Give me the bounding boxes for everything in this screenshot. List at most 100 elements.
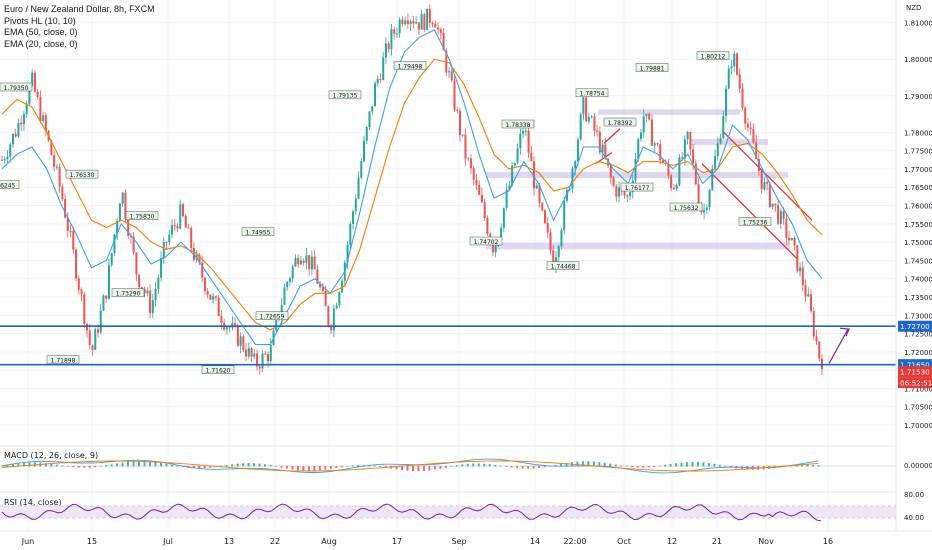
candle-body-83 xyxy=(228,327,231,329)
macd-bar-63 xyxy=(346,466,349,467)
price-tick-19: 1.70000 xyxy=(904,422,932,430)
macd-bar-24 xyxy=(132,461,135,467)
pivot-label-18: 1.75632 xyxy=(669,202,703,212)
candle-body-140 xyxy=(384,43,387,58)
indicator-ema20[interactable]: EMA (20, close, 0) xyxy=(4,38,78,49)
pivot-label-4: 1.73290 xyxy=(111,288,145,297)
macd-bar-50 xyxy=(275,466,277,467)
macd-bar-86 xyxy=(472,463,475,467)
candle-body-197 xyxy=(541,202,544,211)
candle-body-13 xyxy=(36,91,39,98)
candle-body-44 xyxy=(121,192,124,204)
macd-bar-10 xyxy=(55,464,58,467)
candle-body-119 xyxy=(327,306,330,326)
candle-body-214 xyxy=(587,117,590,122)
pivot-label-17: 1.79881 xyxy=(635,63,669,72)
candle-body-8 xyxy=(22,113,25,125)
candle-body-34 xyxy=(94,329,97,350)
candle-body-25 xyxy=(69,231,72,233)
candle-body-97 xyxy=(267,353,270,362)
macd-bar-54 xyxy=(296,466,299,471)
candle-body-94 xyxy=(258,366,261,369)
horizontal-levels[interactable] xyxy=(0,325,896,366)
indicator-pivots[interactable]: Pivots HL (10, 10) xyxy=(4,15,76,26)
date-tick-0: Jun xyxy=(21,537,35,546)
candle-body-26 xyxy=(72,231,75,250)
macd-bar-148 xyxy=(812,464,815,467)
candle-body-28 xyxy=(77,278,80,290)
candle-body-108 xyxy=(297,257,300,265)
candle-body-177 xyxy=(486,218,489,234)
date-axis[interactable]: Jun 15 Jul 13 22 Aug 17 Sep 14 22:00 Oct 12 21 Nov 16 xyxy=(0,530,932,546)
pivot-box-15 xyxy=(603,117,637,127)
macd-bar-84 xyxy=(461,464,464,467)
candle-body-296 xyxy=(812,311,815,337)
candle-body-151 xyxy=(415,22,418,24)
macd-bar-88 xyxy=(483,463,486,467)
pivot-box-4 xyxy=(111,288,145,297)
candle-body-261 xyxy=(716,143,719,157)
macd-bar-106 xyxy=(581,461,584,467)
candle-body-156 xyxy=(428,8,431,24)
candle-body-113 xyxy=(310,256,313,270)
macd-bar-46 xyxy=(253,463,256,467)
price-tick-15: 1.72000 xyxy=(904,349,932,357)
pivot-text-20: 1.75236 xyxy=(743,219,768,226)
macd-bar-73 xyxy=(401,466,404,471)
macd-bar-108 xyxy=(592,461,595,467)
candle-body-206 xyxy=(565,189,568,201)
macd-bar-26 xyxy=(143,461,146,467)
candle-body-196 xyxy=(538,185,541,203)
macd-bar-35 xyxy=(192,466,195,469)
price-tick-7: 1.76000 xyxy=(904,203,932,211)
macd-bar-15 xyxy=(83,466,86,468)
price-axis[interactable]: NZD 1.81000 1.80000 1.79000 1.78000 1.77500 1.… xyxy=(895,0,932,530)
badge-bg-2 xyxy=(898,366,932,378)
candle-body-112 xyxy=(308,255,311,270)
candle-body-201 xyxy=(552,250,555,269)
candle-body-149 xyxy=(409,21,412,25)
candle-body-82 xyxy=(225,327,228,330)
candle-body-299 xyxy=(821,358,823,370)
candle-body-194 xyxy=(533,161,536,189)
price-tick-11: 1.74000 xyxy=(904,276,932,284)
macd-bar-20 xyxy=(110,464,113,467)
macd-bar-116 xyxy=(636,466,639,468)
macd-bar-49 xyxy=(269,465,272,467)
candle-body-18 xyxy=(50,140,53,156)
candle-body-288 xyxy=(790,237,793,241)
candle-body-58 xyxy=(160,258,163,278)
macd-bar-30 xyxy=(165,463,168,467)
candle-body-284 xyxy=(779,211,782,224)
candle-body-53 xyxy=(146,290,149,294)
candle-body-286 xyxy=(785,218,788,238)
candle-body-164 xyxy=(450,71,453,81)
macd-bar-37 xyxy=(203,466,206,469)
macd-bar-133 xyxy=(729,466,732,468)
macd-bar-36 xyxy=(198,466,201,469)
candle-body-243 xyxy=(667,164,670,176)
macd-bar-114 xyxy=(625,466,628,467)
macd-bar-93 xyxy=(510,466,513,468)
badge-bg-3 xyxy=(898,377,932,389)
candle-body-150 xyxy=(412,21,415,24)
candle-body-135 xyxy=(371,106,374,112)
candle-body-52 xyxy=(143,289,146,294)
date-tick-12: 21 xyxy=(712,537,722,546)
candle-body-216 xyxy=(593,116,596,131)
indicator-ema50[interactable]: EMA (50, close, 0) xyxy=(4,27,78,37)
price-tick-2: 1.79000 xyxy=(904,93,932,101)
zone-2 xyxy=(598,109,740,115)
candle-body-231 xyxy=(634,158,637,181)
macd-bar-91 xyxy=(499,465,502,467)
candle-body-289 xyxy=(793,237,796,246)
candle-body-176 xyxy=(483,202,486,219)
symbol-title: Euro / New Zealand Dollar, 8h, FXCM xyxy=(4,4,155,14)
candle-body-147 xyxy=(404,20,407,25)
macd-bar-125 xyxy=(686,462,688,467)
candle-body-19 xyxy=(53,155,56,167)
rsi-panel: RSI (14, close) xyxy=(0,491,896,522)
macd-bar-75 xyxy=(412,466,414,472)
